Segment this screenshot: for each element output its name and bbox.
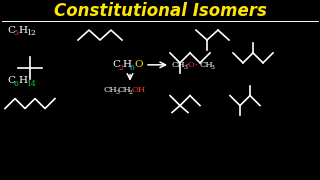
Text: 6: 6 [130, 64, 135, 72]
Text: C: C [7, 76, 15, 85]
Text: 6: 6 [13, 80, 18, 88]
Text: 5: 5 [13, 29, 18, 37]
Text: 2: 2 [129, 90, 133, 95]
Text: CH: CH [199, 61, 213, 69]
Text: 2: 2 [118, 64, 123, 72]
Text: CH: CH [118, 86, 132, 94]
Text: H: H [18, 26, 27, 35]
Text: 14: 14 [26, 80, 36, 88]
Text: 3: 3 [210, 65, 214, 70]
Text: CH: CH [172, 61, 186, 69]
Text: 3: 3 [183, 65, 187, 70]
Text: CH: CH [104, 86, 118, 94]
Text: C: C [112, 60, 120, 69]
Text: O: O [134, 60, 143, 69]
Text: Constitutional Isomers: Constitutional Isomers [53, 2, 267, 20]
Text: 12: 12 [26, 29, 36, 37]
Text: H: H [122, 60, 131, 69]
Text: H: H [18, 76, 27, 85]
Text: C: C [7, 26, 15, 35]
Text: 3: 3 [115, 90, 119, 95]
Text: -O-: -O- [186, 61, 199, 69]
Text: OH: OH [132, 86, 146, 94]
